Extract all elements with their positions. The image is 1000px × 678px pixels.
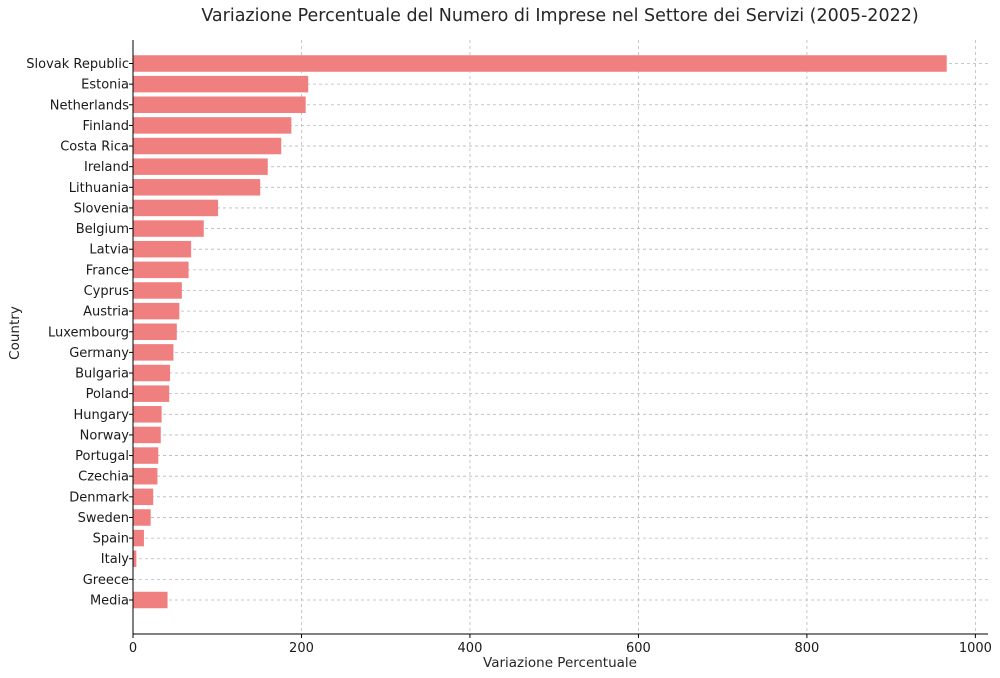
y-tick-label: Sweden (78, 511, 129, 526)
x-tick-label: 800 (794, 641, 819, 656)
x-tick-label: 600 (626, 641, 651, 656)
y-tick-label: Media (90, 594, 129, 609)
bar (133, 240, 192, 258)
bar (133, 426, 161, 444)
x-tick-label: 1000 (959, 641, 992, 656)
bar (133, 364, 171, 382)
y-tick-label: Netherlands (50, 98, 129, 113)
y-tick-label: Norway (80, 428, 130, 443)
bar (133, 96, 306, 114)
y-axis-label: Country (7, 306, 23, 360)
y-tick-label: Germany (69, 346, 129, 361)
y-tick-label: Portugal (75, 449, 129, 464)
y-axis-ticks: Slovak Republic Estonia Netherlands Finland… (26, 57, 133, 609)
y-tick-label: Estonia (81, 78, 129, 93)
axes (132, 40, 988, 635)
chart-title: Variazione Percentuale del Numero di Imp… (201, 6, 918, 26)
bar (133, 447, 159, 464)
x-tick-label: 200 (289, 641, 314, 656)
y-tick-label: Spain (93, 532, 129, 547)
bar (133, 137, 282, 155)
bar (133, 488, 154, 506)
y-tick-label: Bulgaria (75, 367, 129, 382)
bar (133, 117, 292, 134)
y-tick-label: Hungary (73, 408, 129, 423)
bar (133, 406, 162, 423)
y-tick-label: Costa Rica (60, 140, 129, 155)
y-tick-label: Austria (83, 305, 129, 320)
bar (133, 591, 168, 609)
bar (133, 55, 947, 72)
y-tick-label: Cyprus (84, 284, 130, 299)
y-tick-label: Czechia (78, 470, 129, 485)
bar (133, 467, 158, 485)
y-tick-label: Slovenia (74, 201, 129, 216)
y-tick-label: Greece (83, 573, 129, 588)
bar (133, 261, 189, 279)
bar (133, 323, 177, 341)
bar (133, 529, 144, 547)
y-tick-label: Finland (83, 119, 129, 134)
bar (133, 344, 174, 361)
bar (133, 75, 309, 93)
grid-lines (132, 40, 988, 634)
x-axis-ticks: 0 200 400 600 800 1000 (129, 634, 992, 656)
y-tick-label: Slovak Republic (26, 57, 129, 72)
y-tick-label: Denmark (69, 490, 129, 505)
bar (133, 158, 268, 175)
x-tick-label: 0 (129, 641, 137, 656)
y-tick-label: Ireland (84, 160, 129, 175)
y-tick-label: France (86, 263, 129, 278)
y-tick-label: Poland (86, 387, 129, 402)
bar (133, 179, 261, 196)
bar (133, 199, 219, 217)
bar (133, 509, 151, 526)
bar (133, 220, 204, 237)
bar (133, 302, 180, 320)
bar (133, 282, 182, 299)
y-tick-label: Luxembourg (48, 325, 129, 340)
x-axis-label: Variazione Percentuale (483, 655, 637, 671)
y-tick-label: Lithuania (69, 181, 129, 196)
y-tick-label: Belgium (76, 222, 129, 237)
y-tick-label: Latvia (89, 243, 129, 258)
y-tick-label: Italy (101, 552, 130, 567)
bar (133, 550, 137, 567)
bar (133, 385, 170, 402)
x-tick-label: 400 (458, 641, 483, 656)
bars (133, 55, 947, 609)
